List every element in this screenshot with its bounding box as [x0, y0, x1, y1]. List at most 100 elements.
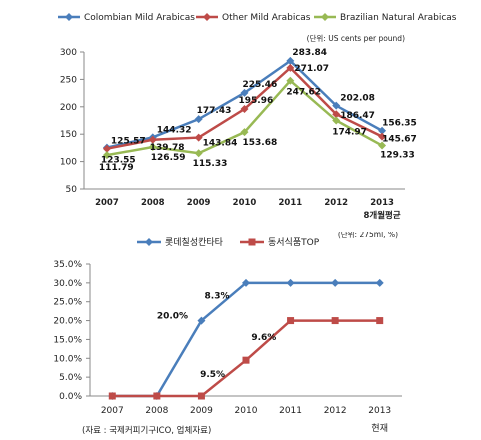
data-point	[240, 105, 249, 114]
data-label: 111.79	[99, 163, 134, 173]
y-tick-label: 0.0%	[59, 392, 82, 402]
data-point	[378, 141, 387, 150]
data-label: 123.55	[101, 156, 136, 166]
data-label: 225.46	[243, 80, 278, 90]
y-tick-label: 300	[60, 48, 77, 58]
data-point	[332, 116, 341, 125]
data-label: 156.35	[382, 119, 417, 129]
data-point	[197, 392, 205, 400]
data-point	[240, 88, 249, 97]
data-point	[332, 101, 341, 110]
x-tick-sublabel: 8개월평균	[363, 210, 400, 221]
annotation-label: 9.5%	[200, 370, 225, 380]
legend-marker	[248, 238, 256, 246]
data-point	[287, 317, 295, 325]
data-point	[375, 278, 384, 287]
unit-note: (단위: 275ml, %)	[338, 232, 398, 239]
y-tick-label: 50	[66, 185, 78, 195]
x-tick-label: 2012	[324, 198, 348, 208]
data-point	[332, 110, 341, 119]
data-label: 145.67	[382, 135, 417, 145]
x-tick-sublabel: 현재	[371, 423, 388, 434]
data-point	[286, 278, 295, 287]
x-tick-label: 2010	[233, 198, 257, 208]
data-label: 202.08	[340, 94, 375, 104]
data-point	[378, 126, 387, 135]
data-label: 126.59	[151, 153, 186, 163]
data-point	[378, 132, 387, 141]
y-tick-label: 30.0%	[53, 279, 82, 289]
x-tick-label: 2007	[95, 198, 119, 208]
data-point	[153, 392, 161, 400]
legend-label: Brazilian Natural Arabicas	[340, 13, 457, 23]
data-label: 115.33	[193, 159, 228, 169]
y-tick-label: 25.0%	[53, 298, 82, 308]
x-tick-label: 2008	[141, 198, 165, 208]
data-point	[242, 356, 250, 364]
legend-label: Colombian Mild Arabicas	[84, 13, 195, 23]
x-tick-label: 2007	[101, 406, 124, 416]
data-point	[197, 316, 206, 325]
x-tick-label: 2009	[190, 406, 213, 416]
data-point	[148, 143, 157, 152]
data-label: 271.07	[294, 64, 329, 74]
y-tick-label: 250	[60, 75, 77, 85]
annotation-label: 8.3%	[205, 292, 230, 302]
data-point	[376, 317, 384, 325]
data-point	[108, 392, 116, 400]
data-label: 144.32	[157, 125, 192, 135]
x-tick-label: 2011	[279, 198, 303, 208]
data-label: 174.97	[332, 128, 367, 138]
data-point	[102, 144, 111, 153]
legend-label: 롯데칠성칸타타	[165, 237, 224, 248]
data-label: 139.78	[150, 143, 185, 153]
legend-label: Other Mild Arabicas	[222, 13, 311, 23]
unit-note: (단위: US cents per pound)	[307, 33, 405, 43]
y-tick-label: 150	[60, 130, 77, 140]
y-tick-label: 200	[60, 103, 77, 113]
data-point	[194, 115, 203, 124]
y-tick-label: 100	[60, 158, 77, 168]
legend-marker	[65, 13, 73, 21]
data-label: 129.33	[380, 151, 415, 161]
data-label: 186.47	[340, 111, 375, 121]
y-tick-label: 5.0%	[59, 373, 82, 383]
data-point	[331, 317, 339, 325]
data-point	[102, 151, 111, 160]
data-point	[331, 278, 340, 287]
x-tick-label: 2008	[145, 406, 168, 416]
data-point	[240, 128, 249, 137]
data-label: 153.68	[243, 138, 278, 148]
data-label: 125.57	[111, 137, 146, 147]
legend-marker	[321, 13, 329, 21]
legend-marker	[203, 13, 211, 21]
data-point	[194, 149, 203, 158]
legend-label: 동서식품TOP	[268, 237, 320, 248]
source-note: (자료 : 국제커피기구ICO, 업체자료)	[82, 425, 211, 436]
data-point	[194, 133, 203, 142]
y-tick-label: 20.0%	[53, 317, 82, 327]
annotation-label: 20.0%	[157, 312, 188, 322]
data-point	[242, 278, 250, 287]
x-tick-label: 2013	[368, 406, 391, 416]
data-label: 283.84	[292, 48, 327, 58]
data-label: 143.84	[203, 139, 238, 149]
data-point	[286, 56, 295, 65]
data-label: 247.62	[286, 88, 321, 98]
x-tick-label: 2012	[324, 406, 347, 416]
x-tick-label: 2011	[279, 406, 302, 416]
data-point	[148, 135, 157, 144]
series-line	[112, 281, 380, 398]
data-label: 177.43	[197, 106, 232, 116]
y-tick-label: 15.0%	[53, 335, 82, 345]
data-point	[286, 76, 295, 85]
y-tick-label: 10.0%	[53, 354, 82, 364]
x-tick-label: 2010	[235, 406, 258, 416]
x-tick-label: 2013	[370, 198, 394, 208]
y-tick-label: 35.0%	[53, 260, 82, 270]
data-label: 195.96	[239, 96, 274, 106]
coffee-price-chart: 50 100 150 200 250 300 2007 2008 2009 2010 2011 201…	[58, 13, 457, 221]
legend-marker	[145, 238, 153, 246]
annotation-label: 9.6%	[251, 333, 276, 343]
x-tick-label: 2009	[187, 198, 211, 208]
